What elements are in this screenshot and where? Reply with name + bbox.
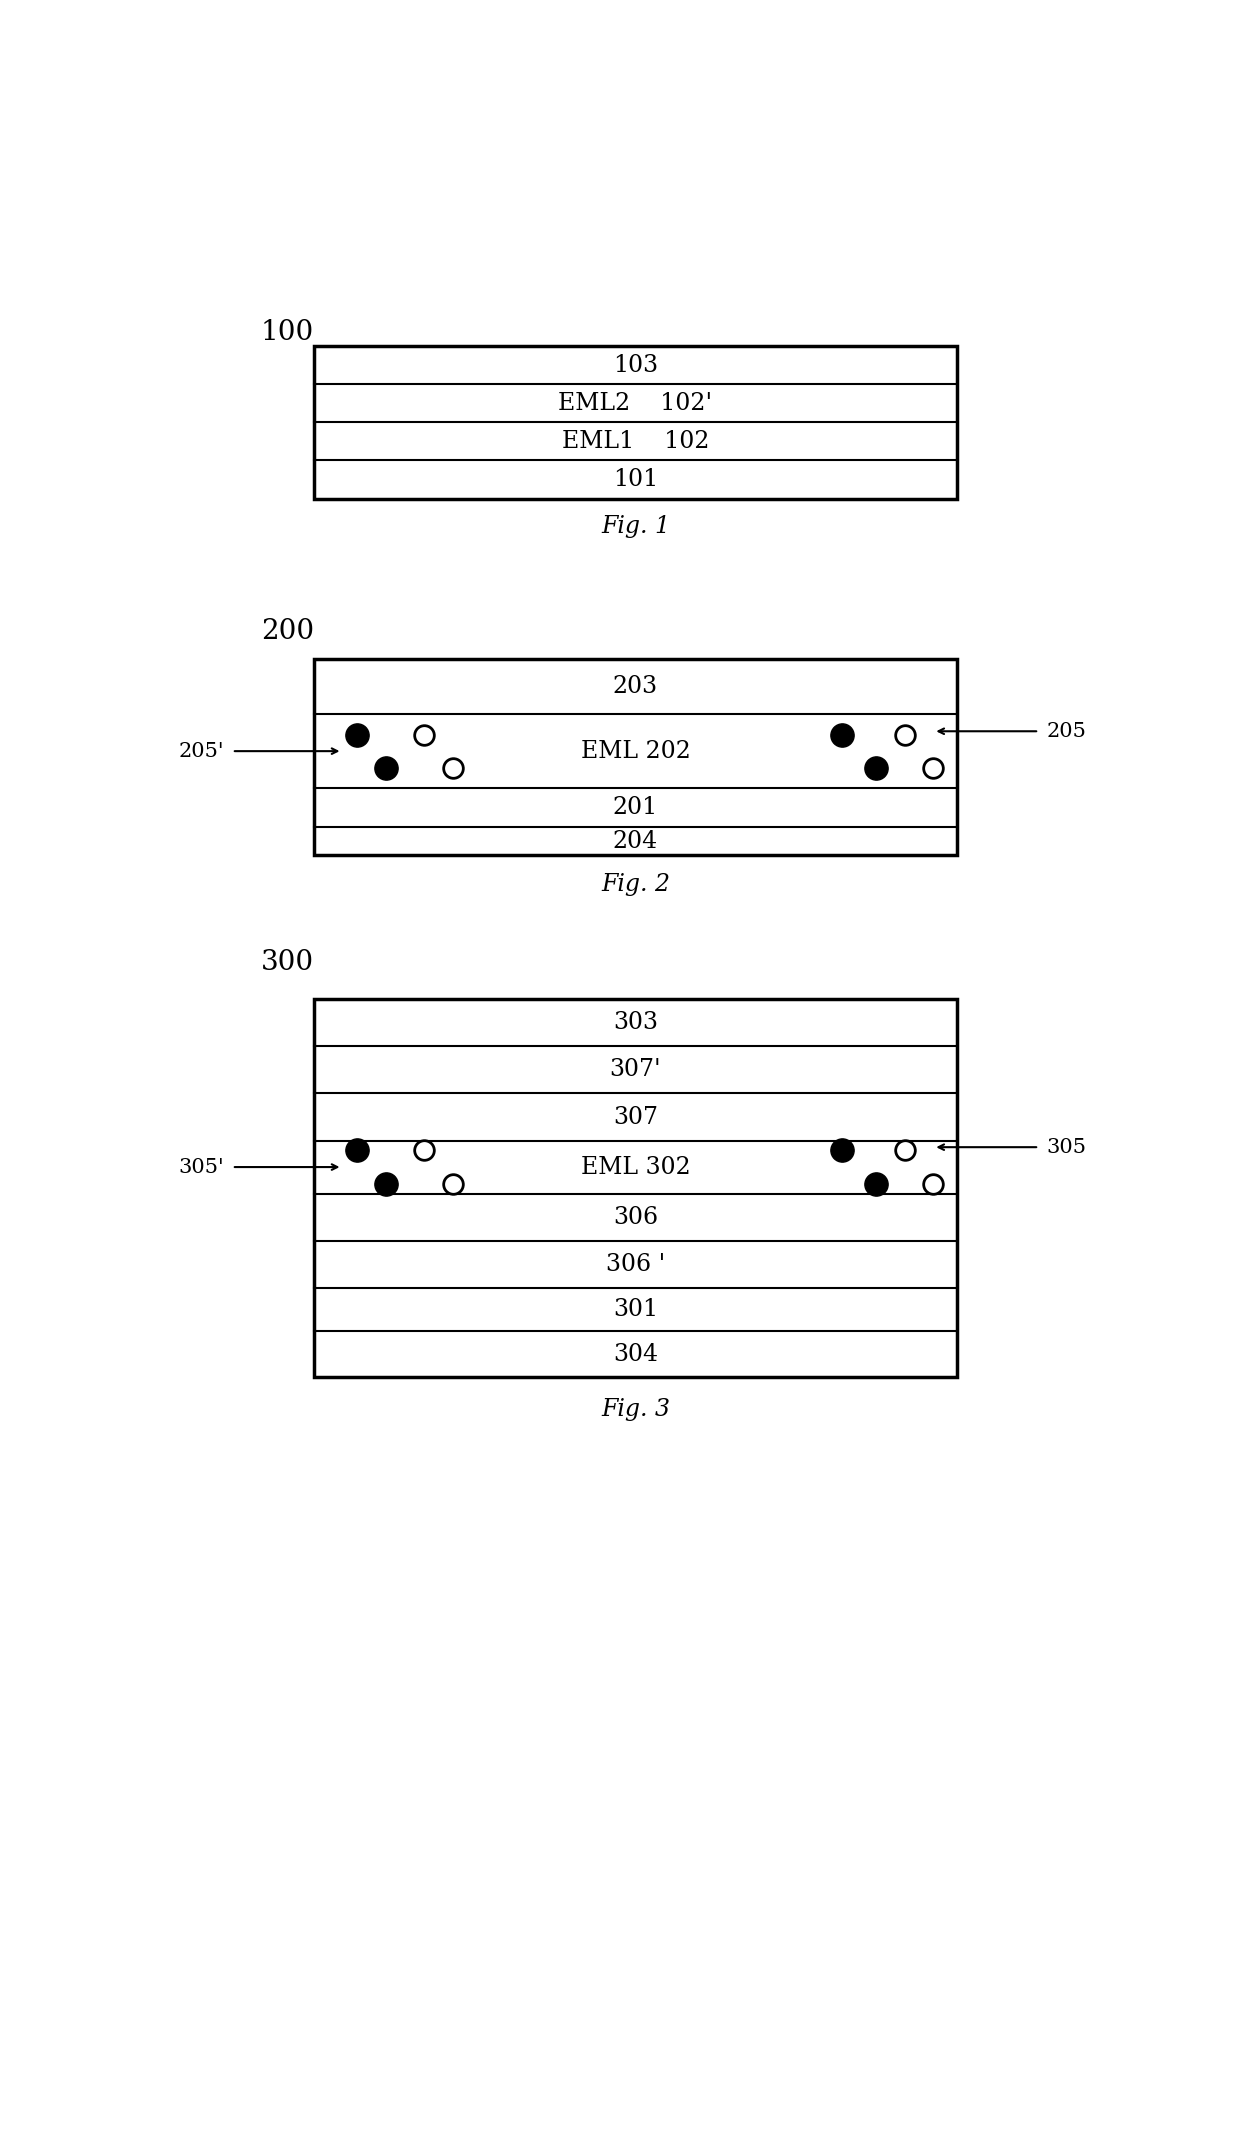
Text: 305: 305 (1047, 1138, 1086, 1156)
Bar (314, 999, 957, 1377)
Point (895, 1134, 915, 1169)
Point (376, 751, 396, 785)
Point (414, 1134, 434, 1169)
Text: 100: 100 (260, 318, 314, 346)
Bar (314, 346, 957, 499)
Text: EML2    102': EML2 102' (558, 392, 713, 415)
Text: 306: 306 (613, 1205, 658, 1229)
Text: 304: 304 (613, 1343, 658, 1367)
Point (347, 1134, 367, 1169)
Text: 307: 307 (613, 1106, 658, 1128)
Point (347, 717, 367, 751)
Text: EML1    102: EML1 102 (562, 430, 709, 452)
Text: 101: 101 (613, 467, 658, 491)
Text: 205': 205' (179, 742, 224, 760)
Text: 306 ': 306 ' (606, 1252, 665, 1276)
Point (414, 717, 434, 751)
Text: 305': 305' (179, 1158, 224, 1177)
Text: 200: 200 (260, 618, 314, 646)
Point (832, 1134, 852, 1169)
Point (832, 717, 852, 751)
Text: 201: 201 (613, 796, 658, 820)
Point (443, 751, 463, 785)
Point (443, 1166, 463, 1201)
Text: EML 302: EML 302 (580, 1156, 691, 1179)
Point (866, 1166, 885, 1201)
Point (866, 751, 885, 785)
Text: 303: 303 (613, 1011, 658, 1035)
Text: 300: 300 (260, 949, 314, 977)
Text: 103: 103 (613, 353, 658, 377)
Text: 301: 301 (613, 1298, 658, 1321)
Point (924, 1166, 944, 1201)
Bar (314, 659, 957, 854)
Text: Fig. 2: Fig. 2 (601, 874, 670, 895)
Text: 204: 204 (613, 829, 658, 852)
Point (924, 751, 944, 785)
Text: EML 202: EML 202 (580, 740, 691, 762)
Point (895, 717, 915, 751)
Text: 307': 307' (610, 1059, 661, 1080)
Text: 205: 205 (1047, 721, 1086, 740)
Text: 203: 203 (613, 676, 658, 697)
Text: Fig. 3: Fig. 3 (601, 1399, 670, 1420)
Text: Fig. 1: Fig. 1 (601, 514, 670, 538)
Point (376, 1166, 396, 1201)
